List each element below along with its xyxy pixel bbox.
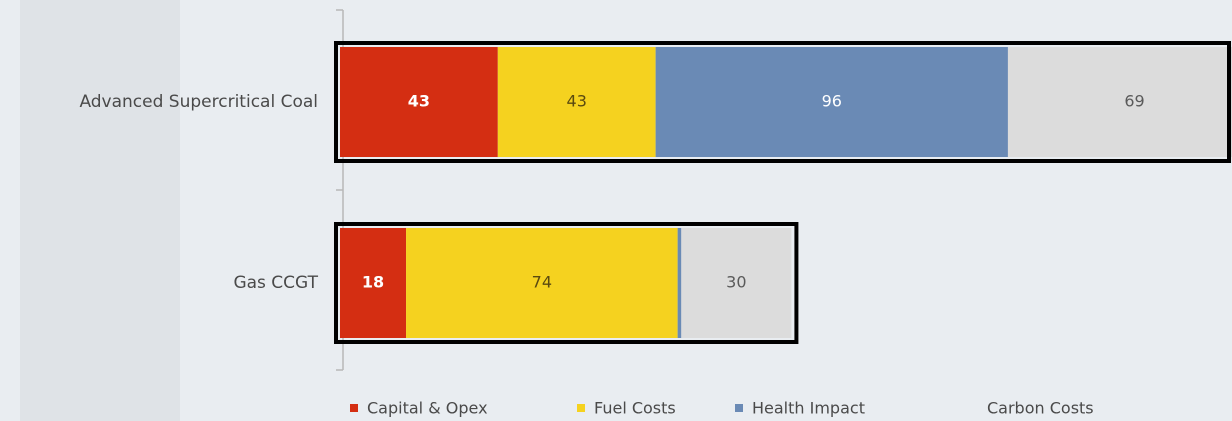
bar-segment xyxy=(677,228,682,338)
bar-segment xyxy=(681,228,792,338)
legend-label: Fuel Costs xyxy=(594,399,676,418)
value-label: 18 xyxy=(362,273,384,292)
bar-segment xyxy=(340,228,407,338)
legend-label: Carbon Costs xyxy=(987,399,1094,418)
category-label: Gas CCGT xyxy=(233,273,318,293)
bar-segment xyxy=(340,47,498,157)
background-tower xyxy=(20,0,180,421)
value-label: 43 xyxy=(408,92,430,111)
legend-marker xyxy=(577,404,585,412)
value-label: 30 xyxy=(726,273,746,292)
value-label: 43 xyxy=(567,92,587,111)
highlight-box xyxy=(334,41,1231,163)
bar-segment xyxy=(406,228,678,338)
category-axis xyxy=(336,9,344,371)
legend-label: Health Impact xyxy=(752,399,865,418)
bar-segment xyxy=(655,47,1008,157)
value-label: 96 xyxy=(822,92,842,111)
legend-label: Capital & Opex xyxy=(367,399,488,418)
legend-marker xyxy=(350,404,358,412)
category-label: Advanced Supercritical Coal xyxy=(79,92,318,112)
bar-segment xyxy=(1007,47,1232,157)
value-label: 74 xyxy=(532,273,552,292)
highlight-box xyxy=(334,222,799,344)
legend-marker xyxy=(735,404,743,412)
bar-segment xyxy=(497,47,656,157)
value-label: 69 xyxy=(1124,92,1144,111)
